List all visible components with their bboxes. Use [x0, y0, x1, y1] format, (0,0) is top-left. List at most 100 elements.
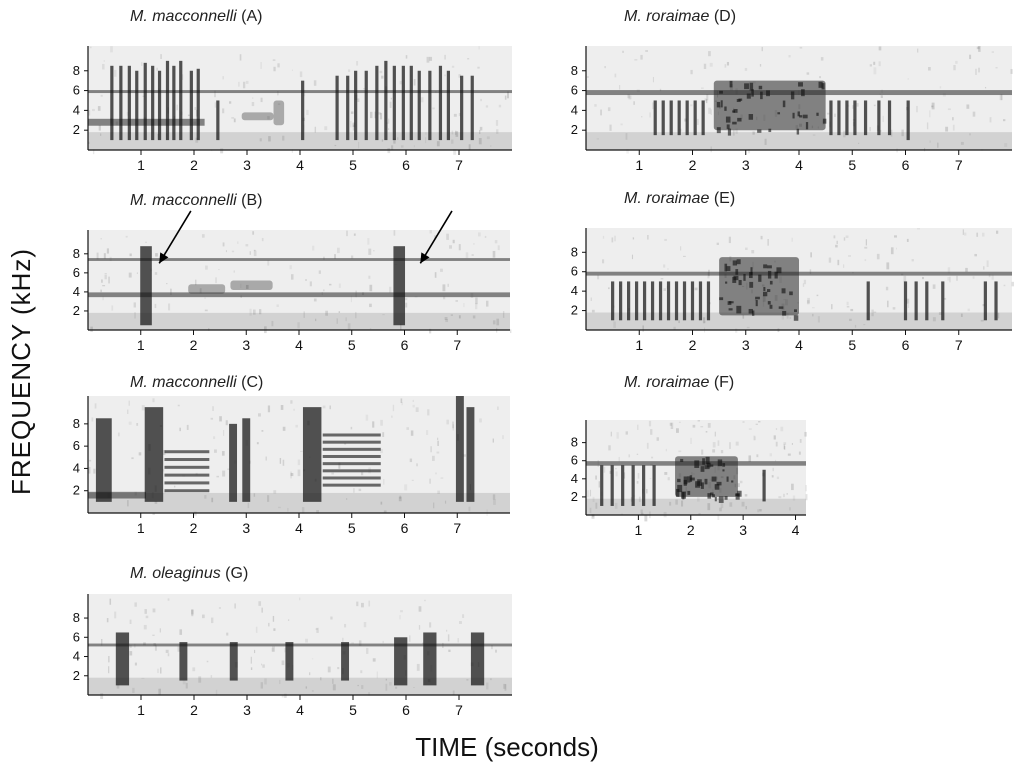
call-blob-texture — [750, 267, 753, 275]
noise-speck — [245, 80, 249, 84]
noise-speck — [323, 289, 325, 292]
call-blob-texture — [728, 308, 733, 311]
x-tick-label: 2 — [190, 520, 198, 536]
noise-speck — [416, 463, 418, 467]
call-blob-texture — [718, 496, 724, 503]
x-tick-label: 7 — [955, 157, 963, 173]
call-blob-texture — [751, 89, 754, 97]
noise-speck — [202, 614, 205, 619]
noise-speck — [229, 101, 232, 104]
noise-speck — [596, 138, 599, 140]
noise-speck — [329, 405, 331, 410]
noise-speck — [92, 108, 95, 112]
noise-speck — [602, 259, 605, 264]
call-blob-texture — [748, 272, 753, 279]
noise-speck — [696, 496, 700, 502]
noise-speck — [690, 69, 693, 75]
panel-title-b: M. macconnelli (B) — [130, 192, 262, 210]
noise-speck — [618, 456, 620, 462]
noise-speck — [831, 304, 833, 310]
call-note — [189, 70, 193, 141]
noise-speck — [370, 111, 373, 119]
arrow-head — [420, 252, 430, 264]
noise-speck — [717, 440, 720, 446]
noise-speck — [141, 62, 143, 66]
noise-speck — [625, 133, 628, 140]
noise-speck — [869, 64, 872, 67]
noise-speck — [199, 288, 202, 294]
noise-speck — [289, 265, 292, 270]
call-blob-texture — [700, 466, 705, 472]
noise-speck — [418, 606, 422, 612]
y-tick-label: 8 — [73, 610, 80, 625]
noise-speck — [408, 635, 411, 642]
noise-speck — [1010, 69, 1013, 74]
call-note — [346, 75, 350, 141]
noise-speck — [287, 619, 290, 621]
call-note — [394, 637, 408, 686]
y-tick-label: 2 — [571, 303, 578, 318]
call-blob-texture — [726, 266, 731, 272]
panel-label: (B) — [241, 192, 263, 209]
noise-speck — [100, 238, 102, 240]
noise-speck — [198, 676, 202, 683]
noise-speck — [262, 664, 265, 668]
noise-speck — [389, 286, 392, 294]
noise-speck — [382, 314, 385, 316]
noise-speck — [952, 117, 954, 121]
noise-speck — [458, 244, 461, 251]
noise-speck — [663, 288, 666, 291]
low-frequency-noise — [586, 498, 806, 515]
call-note — [863, 100, 868, 136]
noise-speck — [107, 666, 110, 674]
noise-speck — [846, 305, 850, 308]
noise-speck — [773, 435, 776, 440]
noise-speck — [344, 623, 347, 628]
noise-speck — [1011, 281, 1014, 287]
noise-speck — [745, 506, 748, 510]
y-tick-label: 6 — [571, 83, 578, 98]
noise-speck — [219, 416, 222, 422]
noise-speck — [811, 307, 815, 309]
noise-speck — [337, 667, 340, 670]
noise-speck — [247, 502, 250, 509]
noise-speck — [667, 477, 670, 481]
noise-speck — [214, 90, 216, 98]
noise-speck — [129, 651, 133, 656]
noise-speck — [404, 484, 408, 491]
call-note — [941, 281, 945, 321]
call-blob-texture — [726, 124, 730, 129]
noise-speck — [374, 111, 376, 119]
call-blob-texture — [755, 300, 758, 307]
noise-speck — [812, 134, 816, 136]
noise-speck — [297, 469, 301, 477]
noise-speck — [406, 427, 410, 430]
noise-speck — [986, 260, 989, 268]
noise-speck — [156, 67, 158, 71]
noise-speck — [100, 94, 103, 97]
noise-speck — [473, 243, 475, 245]
noise-speck — [644, 514, 648, 522]
noise-speck — [623, 472, 626, 479]
call-note — [677, 100, 681, 136]
x-tick-label: 1 — [635, 157, 643, 173]
noise-speck — [436, 141, 440, 147]
noise-speck — [799, 438, 802, 443]
noise-speck — [318, 270, 321, 274]
noise-speck — [492, 250, 496, 258]
noise-speck — [489, 678, 492, 681]
noise-speck — [492, 494, 496, 500]
noise-speck — [627, 94, 630, 99]
noise-speck — [284, 693, 287, 698]
call-blob-texture — [707, 493, 712, 499]
noise-speck — [493, 498, 496, 505]
noise-speck — [372, 421, 375, 428]
noise-speck — [273, 628, 276, 631]
noise-speck — [154, 272, 158, 275]
noise-speck — [509, 329, 512, 334]
noise-speck — [127, 409, 129, 414]
noise-speck — [592, 496, 595, 502]
call-note — [216, 100, 220, 141]
x-tick-label: 5 — [349, 157, 357, 173]
noise-speck — [265, 456, 267, 461]
